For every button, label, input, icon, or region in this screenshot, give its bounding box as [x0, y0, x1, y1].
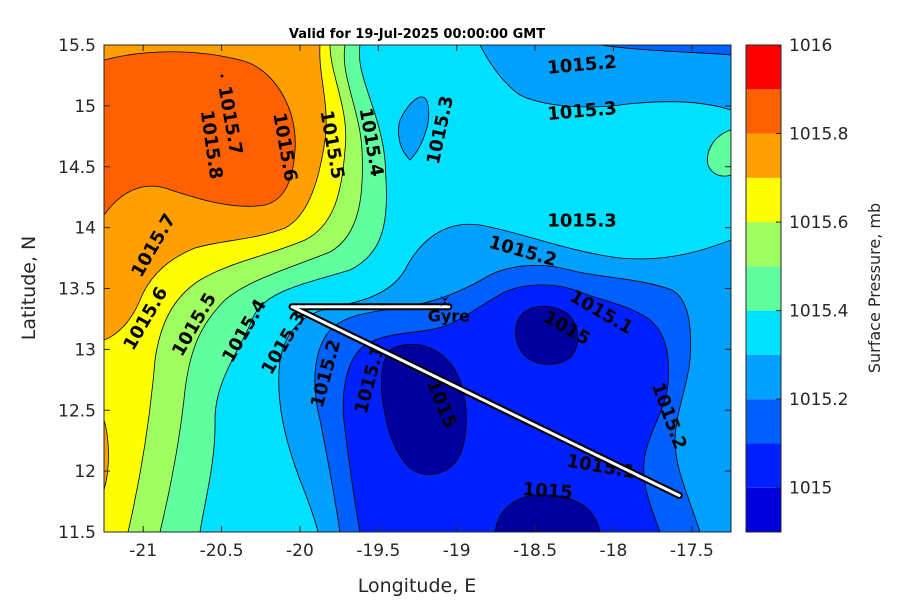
x-tick-label: -20	[286, 541, 314, 561]
gyre-label: Gyre	[428, 306, 470, 325]
y-tick-label: 13	[74, 340, 96, 360]
colorbar-tick-label: 1015.8	[789, 125, 848, 145]
y-tick-label: 14.5	[58, 158, 96, 178]
chart-title: Valid for 19-Jul-2025 00:00:00 GMT	[289, 27, 545, 42]
speck-high	[220, 74, 224, 78]
gyre-track	[288, 303, 683, 499]
colorbar-segment	[746, 443, 781, 488]
colorbar-segment	[746, 45, 781, 90]
y-tick-label: 15	[74, 97, 96, 117]
annotations: Gyre	[428, 295, 470, 325]
y-tick-label: 12	[74, 462, 96, 482]
x-tick-label: -18	[600, 541, 628, 561]
band-1015-2-patch	[398, 96, 430, 161]
contour-label: 1015	[522, 479, 573, 503]
colorbar-tick-label: 1015	[789, 479, 832, 499]
y-tick-label: 12.5	[58, 401, 96, 421]
colorbar-tick-label: 1015.2	[789, 390, 848, 410]
colorbar-segment	[746, 89, 781, 134]
y-tick-label: 13.5	[58, 280, 96, 300]
colorbar-tick-label: 1016	[789, 36, 832, 56]
x-axis-label: Longitude, E	[358, 575, 477, 597]
band-1015-8	[104, 51, 296, 216]
y-axis-label: Latitude, N	[18, 236, 40, 341]
colorbar-segment	[746, 133, 781, 178]
colorbar-frame	[745, 44, 782, 533]
colorbar-segment	[746, 310, 781, 355]
x-tick-label: -21	[129, 541, 157, 561]
band-1015-2-north	[479, 45, 731, 111]
x-tick-label: -19.5	[356, 541, 400, 561]
x-axis-ticks: -21 -20.5 -20 -19.5 -19 -18.5 -18 -17.5	[129, 45, 714, 561]
band-1014-9-east	[515, 305, 579, 365]
colorbar-tick-label: 1015.6	[789, 213, 848, 233]
contour-label: 1015.3	[547, 211, 616, 232]
colorbar-label: Surface Pressure, mb	[865, 203, 884, 373]
y-tick-label: 11.5	[58, 523, 96, 543]
colorbar-segment	[746, 487, 781, 532]
colorbar-segment	[746, 354, 781, 400]
colorbar-segment	[746, 399, 781, 444]
x-tick-label: -20.5	[200, 541, 244, 561]
colorbar-segment	[746, 177, 781, 223]
band-1014-9-south	[494, 494, 601, 532]
band-1015-4-ne	[707, 129, 731, 177]
band-1014-9-core	[380, 343, 467, 475]
colorbar-tick-label: 1015.4	[789, 302, 848, 322]
gyre-marker	[439, 295, 450, 308]
x-tick-label: -18.5	[513, 541, 557, 561]
x-tick-label: -17.5	[670, 541, 714, 561]
colorbar-segment	[746, 266, 781, 311]
track-line	[290, 305, 681, 497]
y-tick-label: 14	[74, 219, 96, 239]
y-axis-ticks: 11.5 12 12.5 13 13.5 14 14.5 15 15.5	[58, 36, 731, 543]
contour-field	[104, 45, 731, 532]
y-tick-label: 15.5	[58, 36, 96, 56]
x-tick-label: -19	[443, 541, 471, 561]
colorbar-segment	[746, 222, 781, 267]
colorbar: 1015 1015.2 1015.4 1015.6 1015.8 1016	[745, 36, 848, 533]
